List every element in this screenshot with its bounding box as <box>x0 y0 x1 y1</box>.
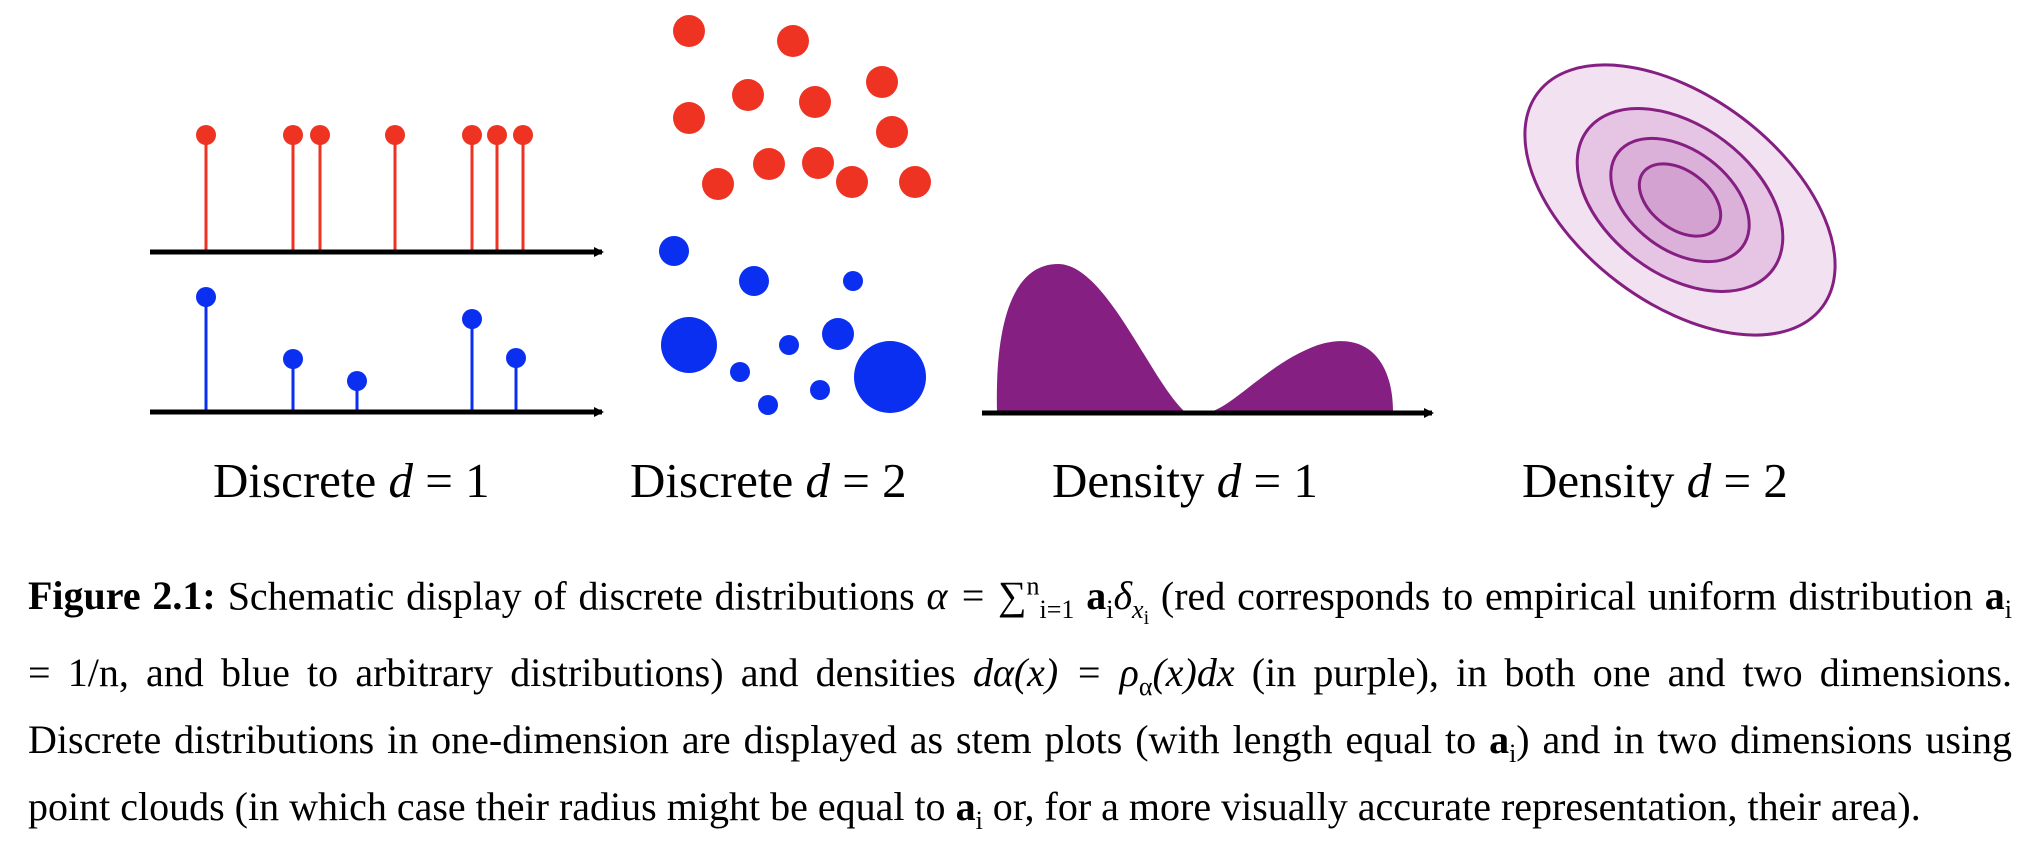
caption-text-1: Schematic display of discrete distributi… <box>227 573 927 619</box>
point <box>730 362 750 382</box>
panel-density-2d <box>1523 63 1837 337</box>
caption-text-2: (red corresponds to empirical uniform di… <box>1149 573 1985 619</box>
stem-head-6 <box>487 125 507 145</box>
caption-radius-a-sub: i <box>975 805 983 835</box>
caption-text-6: or, for a more visually accurate represe… <box>982 783 1921 829</box>
stem-head-1 <box>196 287 216 307</box>
stem-head-3 <box>310 125 330 145</box>
point <box>899 166 931 198</box>
panel-label-density-2d: Density d = 2 <box>1522 453 1788 508</box>
caption-radius-a: a <box>955 783 976 829</box>
point <box>673 15 705 47</box>
panel-label-density-1d: Density d = 1 <box>1052 453 1318 508</box>
point <box>732 79 764 111</box>
arbitrary-point-cloud <box>659 236 926 415</box>
point <box>777 25 809 57</box>
point <box>758 395 778 415</box>
stem-head-3 <box>347 371 367 391</box>
point <box>661 317 717 373</box>
panel-discrete-2d <box>659 15 931 415</box>
stem-head-4 <box>462 309 482 329</box>
point <box>866 66 898 98</box>
point <box>843 271 863 291</box>
density-curve-fill <box>996 264 1393 412</box>
panel-density-1d <box>982 264 1434 418</box>
caption-sum-formula: α = ∑ni=1 aiδxi <box>926 572 1150 630</box>
stem-head-4 <box>385 125 405 145</box>
stem-head-5 <box>506 348 526 368</box>
point <box>876 116 908 148</box>
point <box>810 380 830 400</box>
stem-head-1 <box>196 125 216 145</box>
point <box>739 266 769 296</box>
stem-head-7 <box>513 125 533 145</box>
arbitrary-stem-plot <box>196 287 526 412</box>
stem-head-2 <box>283 125 303 145</box>
panel-label-discrete-2d: Discrete d = 2 <box>630 453 907 508</box>
caption-stem-a-sub: i <box>1509 738 1517 768</box>
caption-text-5: ) and in two dimensions using point clou… <box>28 716 2012 829</box>
caption-ai-formula: ai = 1/n <box>28 573 2012 695</box>
panel-discrete-1d <box>150 125 604 417</box>
point <box>836 166 868 198</box>
caption-label: Figure 2.1: <box>28 573 216 619</box>
caption-text-4: (in purple), in both one and two dimensi… <box>28 649 2012 762</box>
uniform-point-cloud <box>673 15 931 200</box>
point <box>822 318 854 350</box>
figure-2-1-graphic <box>150 15 1837 418</box>
caption-text-3: , and blue to arbitrary distributions) a… <box>118 649 973 695</box>
stem-head-5 <box>462 125 482 145</box>
caption-stem-a: a <box>1489 716 1510 762</box>
point <box>802 147 834 179</box>
point <box>854 341 926 413</box>
contour-4 <box>1637 162 1723 238</box>
figure-caption: Figure 2.1: Schematic display of discrete… <box>28 560 2012 847</box>
panel-label-discrete-1d: Discrete d = 1 <box>213 453 490 508</box>
uniform-stem-plot <box>196 125 533 252</box>
point <box>673 102 705 134</box>
caption-density-formula: dα(x) = ρα(x)dx <box>972 649 1235 701</box>
point <box>753 148 785 180</box>
point <box>702 168 734 200</box>
stem-head-2 <box>283 349 303 369</box>
point <box>779 335 799 355</box>
point <box>799 86 831 118</box>
point <box>659 236 689 266</box>
